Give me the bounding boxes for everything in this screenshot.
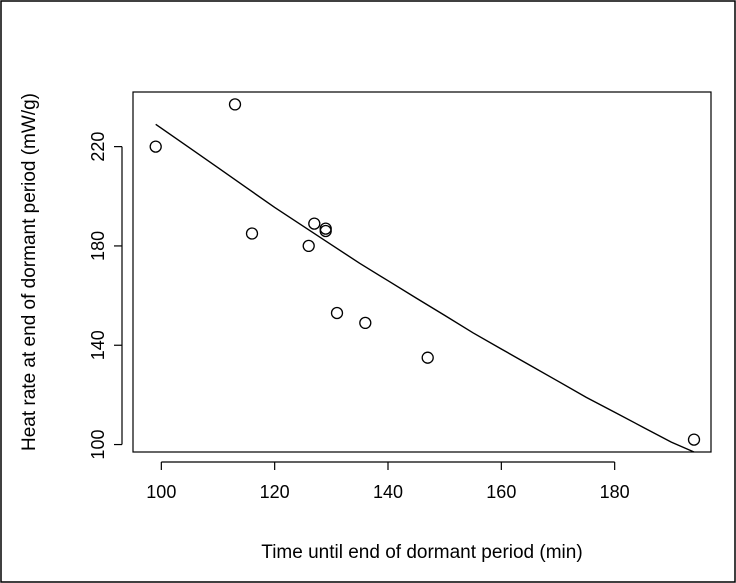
y-axis-label: Heat rate at end of dormant period (mW/g…	[19, 93, 40, 451]
x-tick-label: 180	[600, 482, 630, 502]
x-tick-label: 120	[260, 482, 290, 502]
fit-curve	[155, 123, 695, 453]
data-point	[149, 140, 162, 153]
data-point	[228, 98, 242, 111]
y-tick-label: 100	[88, 430, 108, 460]
data-point	[245, 227, 259, 240]
y-tick-label: 180	[88, 231, 108, 261]
x-tick-label: 160	[486, 482, 516, 502]
y-axis: 100 140 180 220	[88, 132, 123, 460]
data-point	[308, 217, 321, 230]
fit-curve-layer	[155, 123, 695, 453]
data-point	[359, 316, 372, 330]
data-point	[687, 433, 701, 446]
data-point	[302, 239, 315, 253]
x-tick-label: 140	[373, 482, 403, 502]
x-tick-label: 100	[146, 482, 176, 502]
points-layer	[149, 98, 701, 446]
x-axis: 100 120 140 160 180	[146, 461, 630, 502]
data-point	[421, 351, 434, 364]
plot-area	[132, 91, 712, 453]
y-tick-label: 220	[88, 132, 108, 162]
y-tick-label: 140	[88, 330, 108, 360]
data-point	[319, 224, 332, 238]
data-point	[330, 306, 344, 320]
x-axis-label: Time until end of dormant period (min)	[261, 542, 582, 563]
